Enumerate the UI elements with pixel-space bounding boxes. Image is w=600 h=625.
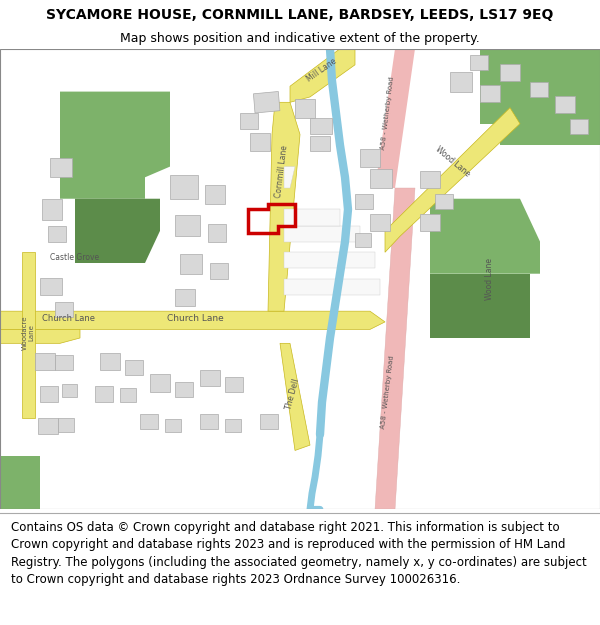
Polygon shape [0, 329, 80, 343]
Polygon shape [284, 253, 375, 268]
Bar [120, 388, 136, 402]
Bar [180, 254, 202, 274]
Bar [100, 353, 120, 370]
Bar [208, 224, 226, 242]
Bar [165, 419, 181, 432]
Text: A58 - Wetherby Road: A58 - Wetherby Road [380, 354, 395, 429]
Bar [480, 85, 500, 102]
Polygon shape [284, 209, 340, 226]
Polygon shape [430, 274, 530, 338]
Bar [35, 353, 55, 370]
Bar [40, 278, 62, 295]
Bar [470, 55, 488, 70]
Text: Church Lane: Church Lane [167, 314, 223, 323]
Bar [225, 376, 243, 391]
Bar [62, 384, 77, 397]
Bar [58, 418, 74, 432]
Bar [48, 226, 66, 242]
Polygon shape [385, 107, 520, 252]
Bar [170, 175, 198, 199]
Bar [370, 214, 390, 231]
Polygon shape [480, 49, 500, 124]
Polygon shape [0, 311, 385, 329]
Polygon shape [284, 167, 295, 188]
Text: A58 - Wetherby Road: A58 - Wetherby Road [380, 76, 395, 150]
Bar [40, 386, 58, 402]
Text: Cornmill Lane: Cornmill Lane [274, 145, 290, 199]
Polygon shape [284, 279, 380, 295]
Bar [140, 414, 158, 429]
Polygon shape [268, 102, 300, 311]
Bar [225, 419, 241, 432]
Bar [175, 215, 200, 236]
Bar [420, 171, 440, 188]
Polygon shape [500, 49, 600, 145]
Bar [310, 118, 332, 134]
Bar [125, 361, 143, 376]
Bar [555, 96, 575, 113]
Text: Castle Grove: Castle Grove [50, 253, 100, 262]
Polygon shape [375, 188, 415, 509]
Bar [50, 158, 72, 177]
Polygon shape [284, 226, 360, 242]
Text: The Dell: The Dell [284, 378, 301, 410]
Bar [355, 233, 371, 247]
Bar [200, 370, 220, 386]
Bar [420, 214, 440, 231]
Text: Wood Lane: Wood Lane [485, 258, 494, 300]
Bar [240, 113, 258, 129]
Bar [55, 355, 73, 370]
Bar [355, 194, 373, 209]
Bar [370, 169, 392, 188]
Text: Map shows position and indicative extent of the property.: Map shows position and indicative extent… [120, 31, 480, 44]
Bar [38, 418, 58, 434]
Bar [450, 72, 472, 92]
Bar [295, 99, 315, 118]
Bar [95, 386, 113, 402]
Bar [500, 64, 520, 81]
Text: Church Lane: Church Lane [41, 314, 95, 323]
Bar [435, 194, 453, 209]
Bar [42, 199, 62, 220]
Text: Woodacre
Lane: Woodacre Lane [22, 316, 35, 350]
Bar [200, 414, 218, 429]
Bar [175, 289, 195, 306]
Bar [205, 185, 225, 204]
Text: Wood Lane: Wood Lane [434, 144, 472, 178]
Bar [175, 382, 193, 397]
Bar [210, 263, 228, 279]
Polygon shape [290, 49, 355, 102]
Polygon shape [22, 253, 35, 418]
Polygon shape [60, 92, 170, 199]
Polygon shape [375, 49, 415, 188]
Bar [570, 119, 588, 134]
Bar [250, 133, 270, 151]
Polygon shape [0, 456, 40, 509]
Polygon shape [430, 199, 540, 274]
Polygon shape [280, 343, 310, 451]
Text: Mill Lane: Mill Lane [305, 57, 338, 84]
Bar [260, 414, 278, 429]
Bar [310, 136, 330, 151]
Bar [360, 149, 380, 167]
Bar [530, 82, 548, 97]
Text: Contains OS data © Crown copyright and database right 2021. This information is : Contains OS data © Crown copyright and d… [11, 521, 587, 586]
Bar [150, 374, 170, 391]
Bar [253, 91, 280, 113]
Text: SYCAMORE HOUSE, CORNMILL LANE, BARDSEY, LEEDS, LS17 9EQ: SYCAMORE HOUSE, CORNMILL LANE, BARDSEY, … [46, 8, 554, 22]
Polygon shape [75, 199, 160, 263]
Bar [55, 301, 73, 316]
